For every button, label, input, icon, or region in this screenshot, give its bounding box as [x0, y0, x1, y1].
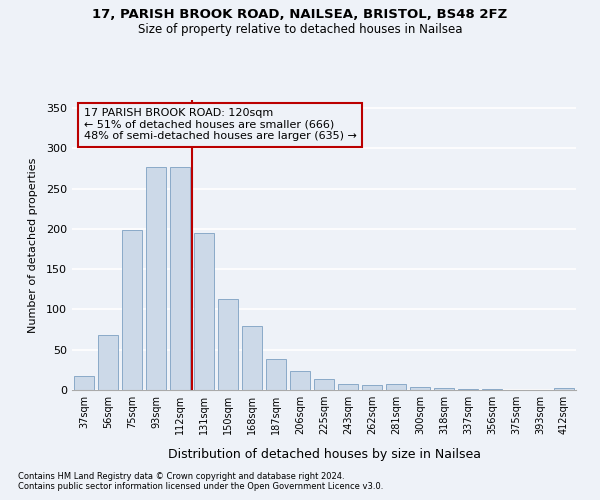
Bar: [410, 387, 430, 390]
Bar: [218, 299, 238, 390]
Text: 17 PARISH BROOK ROAD: 120sqm
← 51% of detached houses are smaller (666)
48% of s: 17 PARISH BROOK ROAD: 120sqm ← 51% of de…: [84, 108, 357, 142]
Bar: [146, 167, 166, 390]
Bar: [554, 388, 574, 390]
Text: Size of property relative to detached houses in Nailsea: Size of property relative to detached ho…: [138, 22, 462, 36]
Bar: [266, 358, 286, 390]
Bar: [482, 389, 502, 390]
Bar: [74, 376, 94, 390]
Bar: [290, 370, 310, 390]
Bar: [458, 389, 478, 390]
Y-axis label: Number of detached properties: Number of detached properties: [28, 158, 38, 332]
Bar: [338, 384, 358, 390]
Bar: [362, 385, 382, 390]
Bar: [170, 167, 190, 390]
X-axis label: Distribution of detached houses by size in Nailsea: Distribution of detached houses by size …: [167, 448, 481, 461]
Bar: [242, 326, 262, 390]
Bar: [386, 384, 406, 390]
Text: 17, PARISH BROOK ROAD, NAILSEA, BRISTOL, BS48 2FZ: 17, PARISH BROOK ROAD, NAILSEA, BRISTOL,…: [92, 8, 508, 20]
Text: Contains HM Land Registry data © Crown copyright and database right 2024.: Contains HM Land Registry data © Crown c…: [18, 472, 344, 481]
Bar: [194, 233, 214, 390]
Bar: [98, 335, 118, 390]
Bar: [434, 388, 454, 390]
Text: Contains public sector information licensed under the Open Government Licence v3: Contains public sector information licen…: [18, 482, 383, 491]
Bar: [122, 230, 142, 390]
Bar: [314, 378, 334, 390]
